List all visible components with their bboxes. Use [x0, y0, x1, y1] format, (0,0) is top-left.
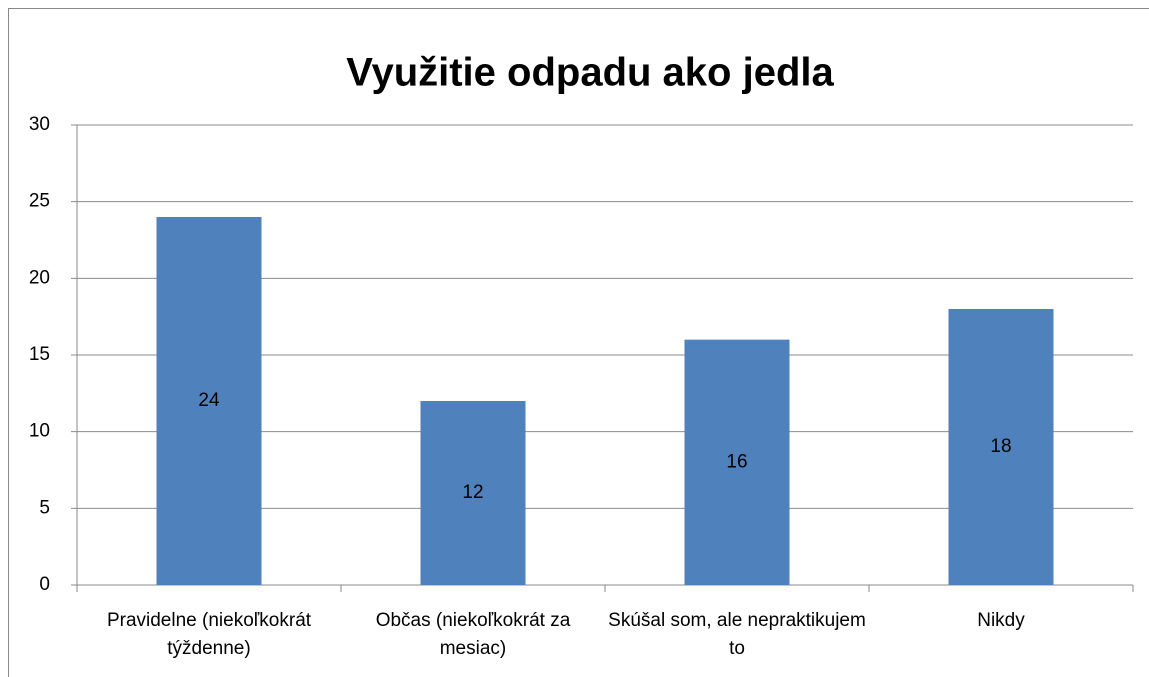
- y-tick-label: 15: [29, 344, 50, 365]
- data-label: 12: [462, 482, 483, 503]
- x-tick-label: Skúšal som, ale nepraktikujem to: [608, 610, 866, 659]
- y-tick-label: 10: [29, 421, 50, 442]
- chart-border: [8, 8, 1149, 677]
- bar: [684, 339, 790, 585]
- y-tick-label: 0: [39, 574, 50, 595]
- y-tick-label: 20: [29, 267, 50, 288]
- x-tick-label: Nikdy: [977, 610, 1025, 631]
- data-label: 18: [990, 436, 1011, 457]
- data-label: 24: [198, 390, 220, 411]
- x-tick-label: Pravidelne (niekoľkokrát týždenne): [106, 610, 312, 659]
- chart-title: Využitie odpadu ako jedla: [346, 51, 834, 95]
- y-tick-label: 5: [39, 497, 50, 518]
- bar: [948, 309, 1054, 585]
- data-label: 16: [726, 451, 747, 472]
- y-tick-label: 30: [29, 114, 50, 135]
- bar: [420, 401, 526, 585]
- y-tick-label: 25: [29, 191, 50, 212]
- x-tick-label: Občas (niekoľkokrát za mesiac): [375, 610, 571, 659]
- bar: [156, 217, 262, 585]
